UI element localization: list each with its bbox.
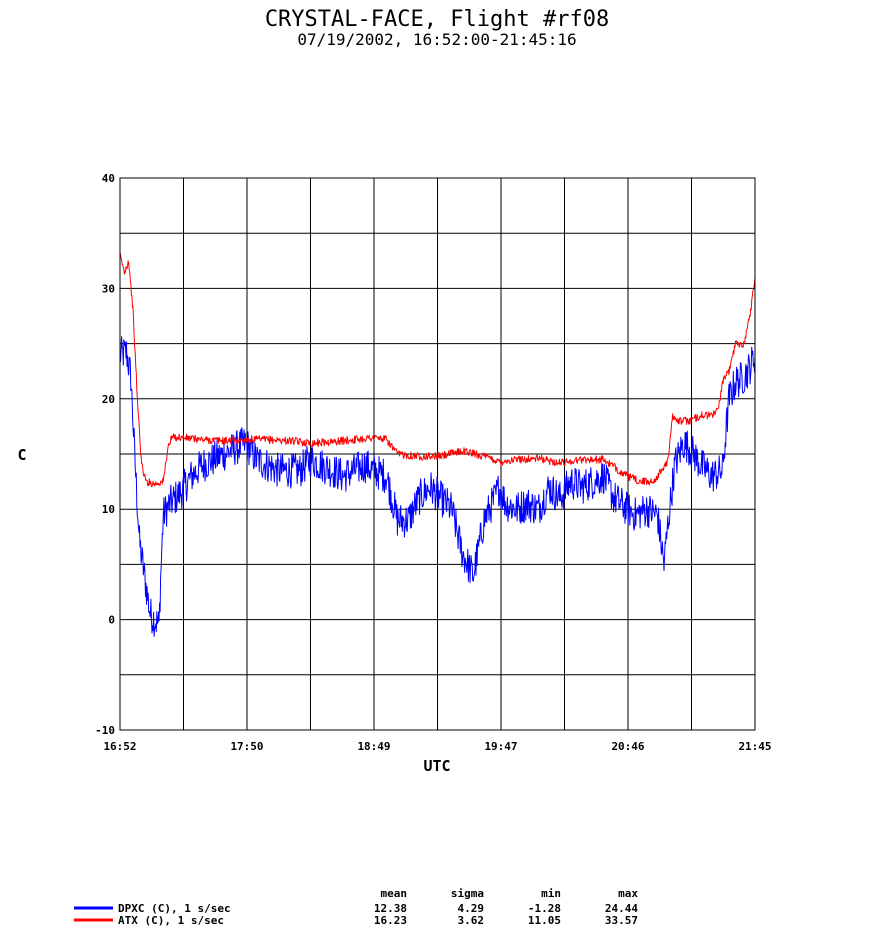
legend-stat-value: 3.62 (458, 914, 485, 927)
stat-header-min: min (541, 887, 561, 900)
x-tick-label: 21:45 (738, 740, 771, 753)
stat-header-sigma: sigma (451, 887, 484, 900)
x-tick-label: 16:52 (103, 740, 136, 753)
legend-stat-value: 24.44 (605, 902, 638, 915)
series-layer (119, 251, 756, 637)
y-tick-label: -10 (95, 724, 115, 737)
legend: mean sigma min max DPXC (C), 1 s/sec 12.3… (74, 887, 638, 927)
y-tick-label: 30 (102, 282, 115, 295)
legend-stat-value: 11.05 (528, 914, 561, 927)
y-tick-label: 40 (102, 172, 115, 185)
stat-header-mean: mean (381, 887, 408, 900)
legend-series-name: DPXC (C), 1 s/sec (118, 902, 231, 915)
x-tick-labels: 16:52 17:50 18:49 19:47 20:46 21:45 (103, 740, 771, 753)
legend-stat-value: 12.38 (374, 902, 407, 915)
y-tick-label: 20 (102, 393, 115, 406)
series-line-dpxc (119, 336, 756, 637)
x-tick-label: 20:46 (611, 740, 644, 753)
x-axis-label: UTC (423, 757, 450, 775)
x-tick-label: 17:50 (230, 740, 263, 753)
legend-stat-value: -1.28 (528, 902, 561, 915)
x-tick-label: 18:49 (357, 740, 390, 753)
chart-title: CRYSTAL-FACE, Flight #rf08 (265, 7, 609, 32)
plot-frame (119, 177, 756, 731)
legend-stat-value: 4.29 (458, 902, 485, 915)
stat-header-max: max (618, 887, 638, 900)
chart-subtitle: 07/19/2002, 16:52:00-21:45:16 (297, 30, 576, 49)
y-tick-label: 0 (108, 614, 115, 627)
legend-stat-value: 16.23 (374, 914, 407, 927)
y-axis-label: C (17, 446, 26, 464)
legend-rows: DPXC (C), 1 s/sec 12.38 4.29 -1.28 24.44 ATX … (74, 902, 638, 927)
y-tick-label: 10 (102, 503, 115, 516)
legend-series-name: ATX (C), 1 s/sec (118, 914, 224, 927)
series-line-atx (119, 251, 756, 488)
legend-stat-value: 33.57 (605, 914, 638, 927)
x-tick-label: 19:47 (484, 740, 517, 753)
y-tick-labels: -10 0 10 20 30 40 (95, 172, 115, 737)
